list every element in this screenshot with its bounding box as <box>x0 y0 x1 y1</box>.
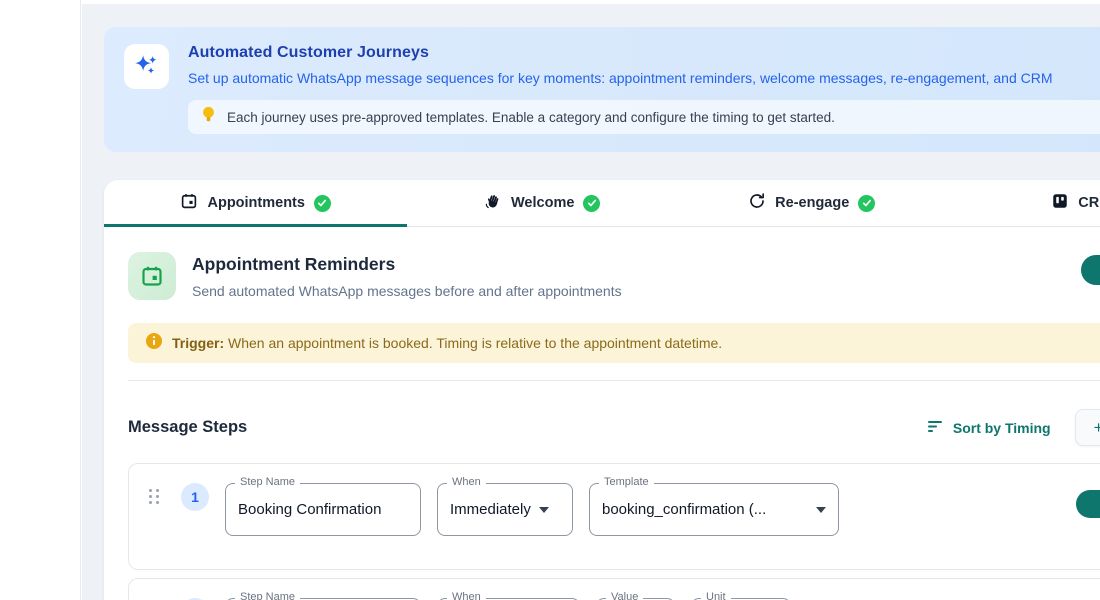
section-divider <box>128 380 1100 381</box>
steps-header: Message Steps Sort by Timing + Add Step <box>128 409 1100 446</box>
waving-hand-icon <box>484 192 502 215</box>
journey-title: Appointment Reminders <box>192 254 396 274</box>
field-label: Step Name <box>235 591 301 600</box>
sort-icon <box>927 420 944 436</box>
tab-label: Welcome <box>511 195 575 211</box>
tab-label: Appointments <box>207 195 305 211</box>
step-name-input[interactable] <box>238 501 408 518</box>
journey-header-texts: Appointment Reminders Send automated Wha… <box>192 252 622 299</box>
check-circle-icon <box>858 194 876 212</box>
banner-text-block: Automated Customer Journeys Set up autom… <box>188 44 1100 152</box>
step-row-controls <box>1076 579 1100 600</box>
lightbulb-icon <box>201 106 216 129</box>
sort-by-timing-button[interactable]: Sort by Timing <box>927 419 1051 436</box>
trigger-text: Trigger: When an appointment is booked. … <box>172 335 722 351</box>
sparkles-icon <box>124 44 169 89</box>
step-row-1: 1 Step Name When Immediately Template bo… <box>128 463 1100 570</box>
card-body: Appointment Reminders Send automated Wha… <box>104 252 1100 600</box>
field-label: Value <box>606 591 644 600</box>
journey-card: Appointments <box>104 180 1100 600</box>
trigger-banner: Trigger: When an appointment is booked. … <box>128 323 1100 363</box>
main-content-area: Automated Customer Journeys Set up autom… <box>82 4 1100 600</box>
plus-icon: + <box>1093 418 1100 437</box>
tab-label: CRM <box>1078 195 1100 211</box>
field-label: When <box>447 591 486 600</box>
tab-re-engage[interactable]: Re-engage <box>677 180 947 226</box>
template-value: booking_confirmation (... <box>602 501 767 518</box>
check-circle-icon <box>583 194 601 212</box>
tab-appointments[interactable]: Appointments <box>104 180 408 227</box>
info-icon <box>146 332 162 354</box>
steps-heading: Message Steps <box>128 418 248 436</box>
when-select[interactable]: When Immediately <box>437 476 573 536</box>
banner-title: Automated Customer Journeys <box>188 44 429 61</box>
step-row-controls <box>1076 464 1100 519</box>
journey-tabbar: Appointments <box>104 180 1100 227</box>
step-name-field[interactable]: Step Name <box>225 476 421 536</box>
step-fields: Step Name When Value Unit <box>225 591 791 600</box>
banner-subtitle: Set up automatic WhatsApp message sequen… <box>188 70 1053 86</box>
step-number-badge: 1 <box>181 483 209 511</box>
tab-label: Re-engage <box>775 195 850 211</box>
journey-enable-control: Enabled <box>1080 255 1100 285</box>
journey-enabled-toggle[interactable] <box>1080 255 1100 285</box>
check-circle-icon <box>313 194 331 212</box>
trigger-body: When an appointment is booked. Timing is… <box>228 335 723 351</box>
journey-header: Appointment Reminders Send automated Wha… <box>128 252 1100 300</box>
field-label: Template <box>599 476 654 488</box>
drag-handle-icon[interactable] <box>149 489 159 504</box>
tab-crm[interactable]: CRM <box>946 180 1100 226</box>
chevron-down-icon <box>816 506 826 513</box>
refresh-icon <box>748 192 766 215</box>
journey-description: Send automated WhatsApp messages before … <box>192 283 622 299</box>
banner-tip-text: Each journey uses pre-approved templates… <box>227 109 835 125</box>
step-fields: Step Name When Immediately Template book… <box>225 476 839 536</box>
banner-tip: Each journey uses pre-approved templates… <box>188 100 1100 134</box>
field-label: Unit <box>701 591 731 600</box>
tab-welcome[interactable]: Welcome <box>407 180 677 226</box>
when-value: Immediately <box>450 501 531 518</box>
field-label: When <box>447 476 486 488</box>
trigger-label: Trigger: <box>172 335 225 351</box>
sort-label: Sort by Timing <box>952 419 1051 436</box>
calendar-icon <box>180 192 198 215</box>
kanban-icon <box>1051 192 1069 215</box>
chevron-down-icon <box>538 506 549 513</box>
journeys-banner: Automated Customer Journeys Set up autom… <box>104 27 1100 152</box>
calendar-icon <box>128 252 176 300</box>
step-number-badge: 2 <box>181 598 209 600</box>
template-select[interactable]: Template booking_confirmation (... <box>589 476 839 536</box>
add-step-button[interactable]: + Add Step <box>1074 409 1100 446</box>
step-enabled-toggle[interactable] <box>1076 490 1100 518</box>
field-label: Step Name <box>235 476 301 488</box>
step-row-2: 2 Step Name When Value <box>128 578 1100 600</box>
left-sidebar-strip <box>0 0 81 600</box>
